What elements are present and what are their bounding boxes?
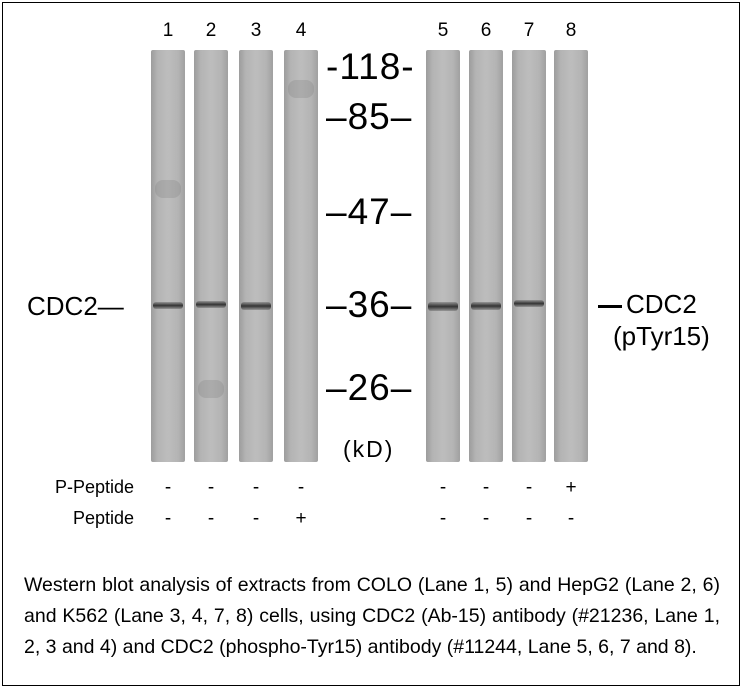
- peptide-lane-1: -: [164, 508, 172, 529]
- marker-118: -118-: [326, 46, 415, 87]
- cdc2-band-absent: [286, 302, 316, 309]
- cdc2-band: [428, 302, 458, 311]
- lane-number-8: 8: [565, 20, 577, 41]
- marker-36: –36–: [326, 284, 413, 325]
- peptide-label: Peptide: [72, 508, 134, 528]
- p-peptide-lane-5: -: [439, 477, 447, 498]
- marker-26: –26–: [326, 367, 413, 408]
- marker-85: –85–: [326, 96, 413, 137]
- cdc2-band-absent: [556, 302, 586, 309]
- blot-lane-6: [469, 50, 503, 462]
- marker-47: –47–: [326, 191, 413, 232]
- blot-lane-8: [554, 50, 588, 462]
- figure-caption: Western blot analysis of extracts from C…: [24, 574, 720, 658]
- lane-number-1: 1: [162, 20, 174, 41]
- cdc2-band: [241, 302, 271, 310]
- unit-label: (kD): [343, 436, 395, 462]
- p-peptide-lane-4: -: [297, 477, 305, 498]
- peptide-lane-7: -: [525, 508, 533, 529]
- p-peptide-lane-8: +: [565, 477, 577, 498]
- lane-number-7: 7: [523, 20, 535, 41]
- p-peptide-lane-7: -: [525, 477, 533, 498]
- cdc2-band: [514, 300, 544, 307]
- cdc2-band: [153, 302, 183, 309]
- p-peptide-label: P-Peptide: [54, 477, 134, 497]
- p-peptide-lane-2: -: [207, 477, 215, 498]
- left-protein-label: CDC2—: [27, 291, 124, 321]
- p-peptide-lane-6: -: [482, 477, 490, 498]
- right-label-dash: [598, 305, 622, 308]
- peptide-lane-6: -: [482, 508, 490, 529]
- blot-lane-7: [512, 50, 546, 462]
- right-protein-sublabel: (pTyr15): [613, 321, 710, 351]
- blot-lane-4: [284, 50, 318, 462]
- lane-number-5: 5: [437, 20, 449, 41]
- blot-lane-2: [194, 50, 228, 462]
- blot-lane-3: [239, 50, 273, 462]
- cdc2-band: [471, 302, 501, 310]
- peptide-lane-3: -: [252, 508, 260, 529]
- p-peptide-lane-1: -: [164, 477, 172, 498]
- p-peptide-lane-3: -: [252, 477, 260, 498]
- lane-number-3: 3: [250, 20, 262, 41]
- peptide-lane-2: -: [207, 508, 215, 529]
- lane-number-4: 4: [295, 20, 307, 41]
- right-protein-label: CDC2: [626, 289, 697, 319]
- peptide-lane-5: -: [439, 508, 447, 529]
- lane-number-2: 2: [205, 20, 217, 41]
- peptide-lane-8: -: [567, 508, 575, 529]
- blot-lane-1: [151, 50, 185, 462]
- peptide-lane-4: +: [295, 508, 307, 529]
- lane-number-6: 6: [480, 20, 492, 41]
- blot-lane-5: [426, 50, 460, 462]
- cdc2-band: [196, 301, 226, 308]
